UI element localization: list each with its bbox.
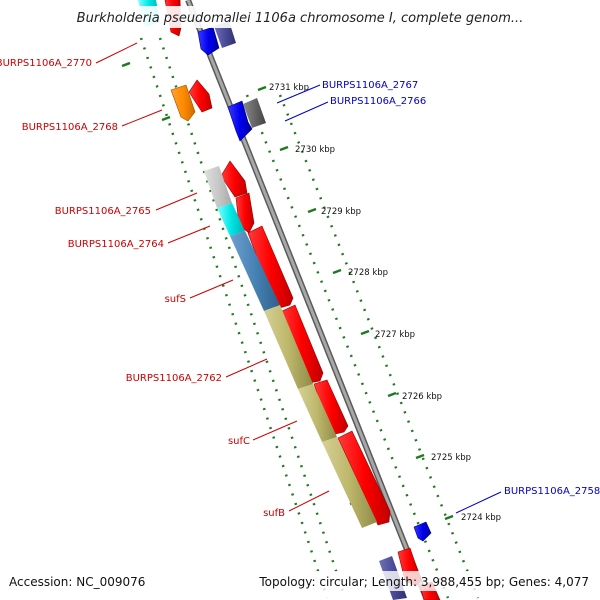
scale-label: 2728 kbp: [348, 268, 388, 278]
track-marker: [161, 115, 171, 122]
scale-ticks: [257, 85, 454, 521]
left-leaders: [95, 42, 330, 512]
track-marker: [121, 61, 131, 68]
gene-arrow: [243, 98, 266, 128]
gene-label-left[interactable]: sufS: [165, 294, 186, 305]
gene-label-left[interactable]: sufB: [263, 508, 285, 519]
label-leader: [284, 101, 329, 122]
label-leader: [276, 84, 321, 104]
scale-label: 2730 kbp: [295, 145, 335, 155]
scale-tick: [307, 207, 317, 214]
label-leader: [455, 491, 502, 514]
label-leader: [167, 225, 211, 244]
gene-arrow: [220, 160, 248, 198]
backbone: [185, 0, 430, 600]
accession-text: Accession: NC_009076: [9, 575, 145, 589]
track-guide-left-outer: [139, 37, 329, 599]
gene-block: [264, 305, 313, 389]
label-leader: [288, 490, 330, 512]
scale-tick: [387, 391, 397, 398]
label-leader: [252, 420, 298, 441]
gene-block: [230, 231, 280, 311]
label-leader: [121, 109, 163, 127]
title-backing: [58, 6, 542, 28]
label-leader: [95, 42, 138, 64]
label-leader: [189, 279, 234, 299]
right-leaders: [276, 84, 502, 514]
page-title: Burkholderia pseudomallei 1106a chromoso…: [77, 11, 524, 26]
gene-arrow: [188, 79, 213, 113]
gene-label-left[interactable]: sufC: [228, 436, 250, 447]
gene-label-left[interactable]: BURPS1106A_2762: [126, 373, 222, 384]
gene-label-left[interactable]: BURPS1106A_2765: [55, 206, 151, 217]
footer-backing-left: [4, 571, 148, 591]
scale-label: 2725 kbp: [431, 453, 471, 463]
scale-tick: [415, 453, 425, 460]
genome-summary-text: Topology: circular; Length: 3,988,455 bp…: [258, 575, 589, 589]
gene-label-right[interactable]: BURPS1106A_2758: [504, 486, 600, 497]
gene-arrow: [170, 84, 196, 122]
gene-arrow: [227, 100, 253, 142]
gene-block: [217, 203, 245, 236]
gene-block: [322, 437, 377, 528]
gene-block: [298, 384, 337, 442]
scale-tick: [257, 85, 267, 92]
scale-label: 2729 kbp: [321, 207, 361, 217]
track-guide-left-inner: [158, 37, 347, 599]
track-guide-right-inner: [245, 94, 450, 599]
scale-tick: [279, 145, 289, 152]
gene-arrow: [413, 521, 432, 542]
scale-label: 2731 kbp: [269, 83, 309, 93]
label-leader: [225, 358, 268, 378]
scale-tick: [360, 329, 370, 336]
gene-block: [204, 166, 232, 208]
gene-label-left[interactable]: BURPS1106A_2770: [0, 58, 92, 69]
track-guides: [139, 37, 480, 599]
scale-tick: [332, 268, 342, 275]
gene-label-left[interactable]: BURPS1106A_2764: [68, 239, 164, 250]
scale-label: 2726 kbp: [402, 392, 442, 402]
track-guide-right-outer: [278, 94, 480, 599]
scale-label: 2727 kbp: [375, 330, 415, 340]
scale-tick: [444, 514, 454, 521]
backbone-highlight: [186, 0, 429, 600]
gene-label-left[interactable]: BURPS1106A_2768: [22, 122, 118, 133]
label-leader: [155, 192, 198, 211]
gene-label-right[interactable]: BURPS1106A_2766: [330, 96, 426, 107]
gene-arrow: [197, 26, 220, 56]
gene-label-right[interactable]: BURPS1106A_2767: [322, 80, 418, 91]
footer-backing-right: [256, 571, 594, 591]
scale-label: 2724 kbp: [461, 513, 501, 523]
